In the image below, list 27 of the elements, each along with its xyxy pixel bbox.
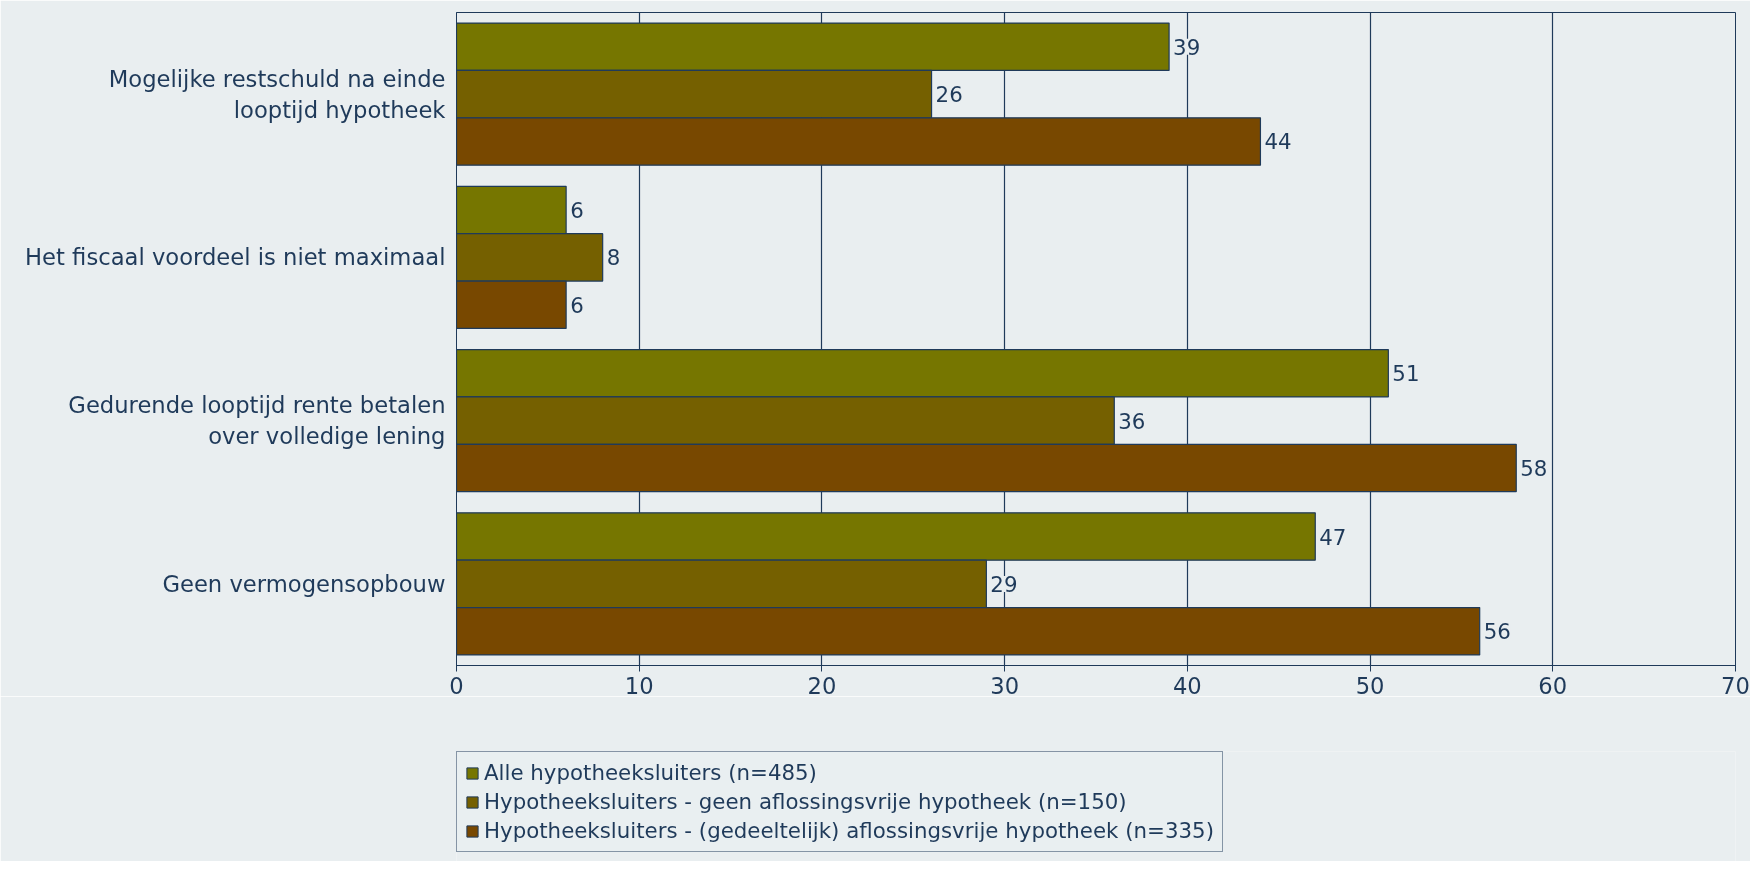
x-tick-label: 50 <box>1355 672 1385 699</box>
x-tick-label: 60 <box>1538 672 1568 699</box>
x-tick-label: 20 <box>807 672 837 699</box>
data-label: 56 <box>1483 619 1511 645</box>
y-tick-label: Het fiscaal voordeel is niet maximaal <box>25 244 446 271</box>
legend-label: Alle hypotheeksluiters (n=485) <box>484 760 817 785</box>
data-label: 29 <box>990 571 1018 597</box>
y-tick-label: Gedurende looptijd rente betalen over volledige lening <box>68 392 446 450</box>
legend-label: Hypotheeksluiters - (gedeeltelijk) aflossingsvrije hypotheek (n=335) <box>484 818 1214 843</box>
data-label: 36 <box>1118 408 1146 434</box>
y-tick-label: Mogelijke restschuld na einde looptijd hypotheek <box>108 65 447 123</box>
data-label: 6 <box>570 198 584 224</box>
x-tick-label: 30 <box>990 672 1020 699</box>
x-tick-label: 40 <box>1172 672 1202 699</box>
data-label: 47 <box>1319 524 1347 550</box>
data-label: 26 <box>935 82 963 108</box>
y-tick-label: Geen vermogensopbouw <box>162 570 446 597</box>
x-tick-label: 10 <box>624 672 654 699</box>
x-tick-label: 0 <box>449 672 464 699</box>
data-label: 51 <box>1392 361 1420 387</box>
data-label: 6 <box>570 292 584 318</box>
x-tick-label: 70 <box>1721 672 1750 699</box>
data-label: 39 <box>1173 34 1201 60</box>
legend-label: Hypotheeksluiters - geen aflossingsvrije hypotheek (n=150) <box>484 789 1127 814</box>
data-label: 8 <box>606 245 621 271</box>
data-label: 44 <box>1264 129 1292 155</box>
data-label: 58 <box>1520 455 1548 481</box>
